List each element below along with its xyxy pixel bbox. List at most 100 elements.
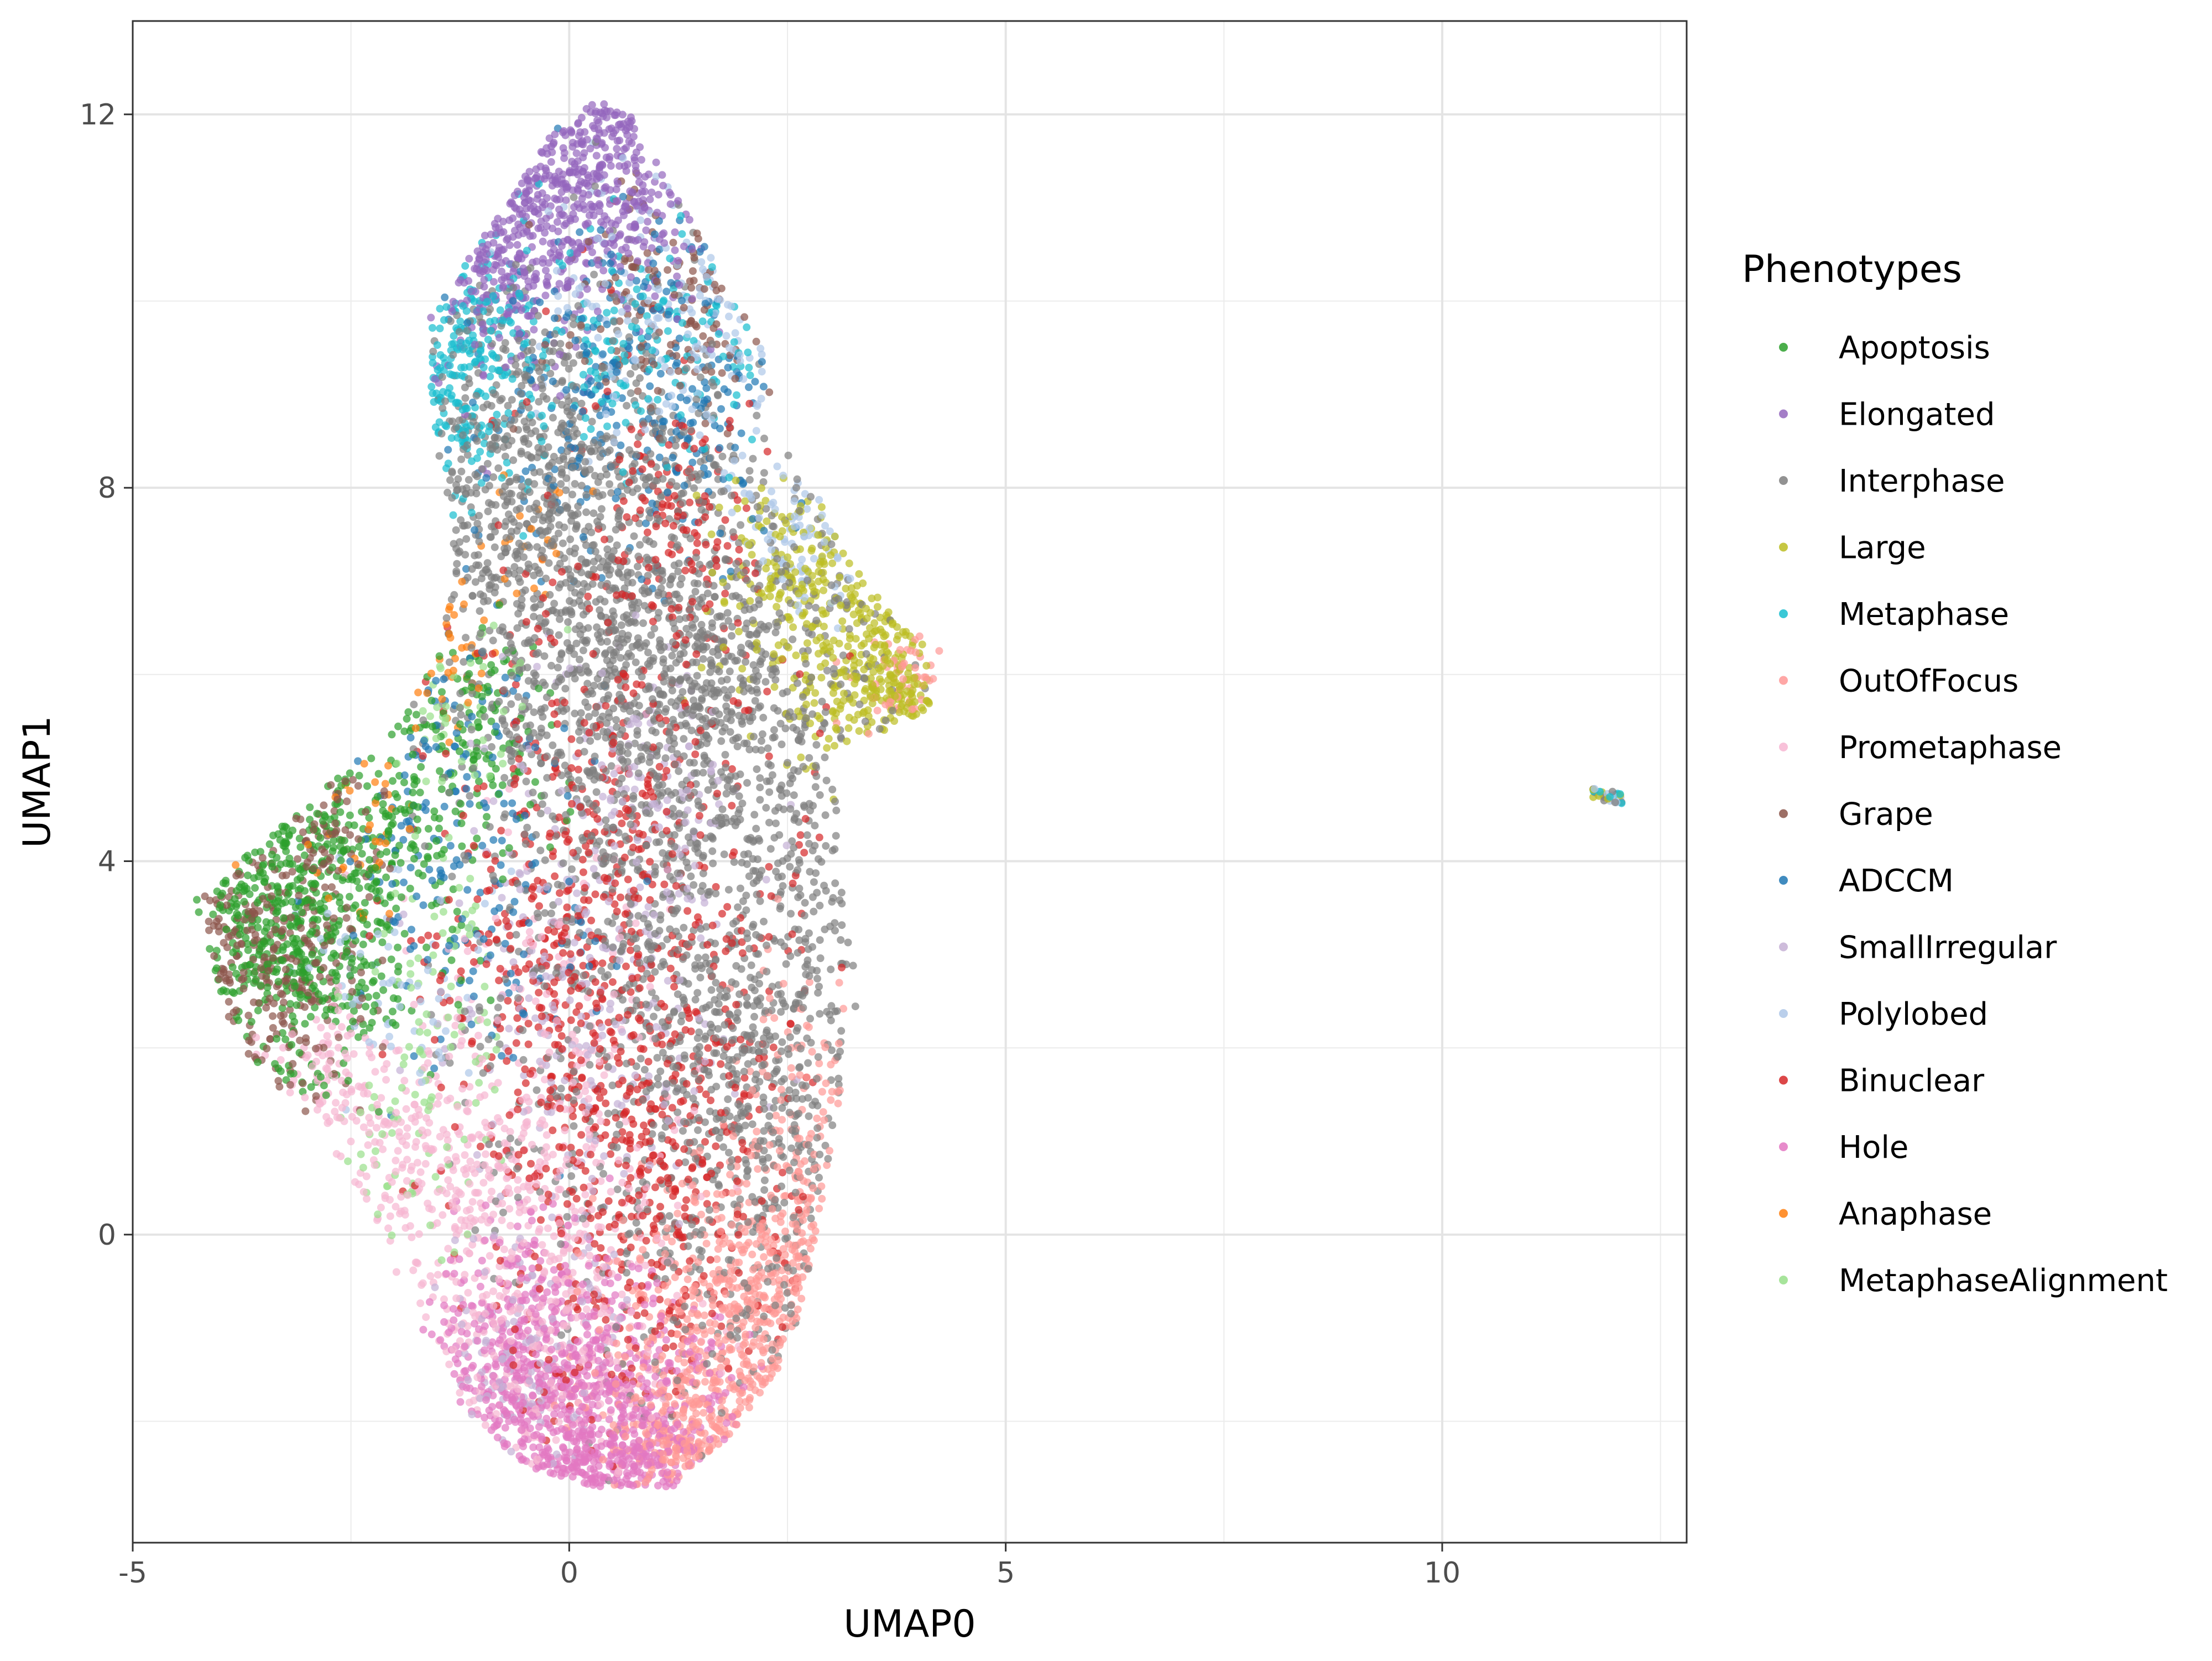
data-point xyxy=(475,1079,483,1087)
data-point xyxy=(451,1370,458,1378)
data-point xyxy=(465,699,472,707)
data-point xyxy=(524,1326,532,1334)
data-point xyxy=(634,563,641,571)
data-point xyxy=(633,1144,641,1152)
data-point xyxy=(816,936,824,944)
data-point xyxy=(447,1256,455,1264)
data-point xyxy=(838,964,846,971)
data-point xyxy=(379,800,387,808)
data-point xyxy=(823,1161,831,1169)
data-point xyxy=(509,215,517,222)
data-point xyxy=(384,831,392,839)
data-point xyxy=(573,1195,581,1203)
data-point xyxy=(699,332,707,340)
data-point xyxy=(588,418,596,426)
data-point xyxy=(625,1324,633,1332)
data-point xyxy=(514,1194,522,1202)
data-point xyxy=(605,1197,613,1205)
data-point xyxy=(531,1015,539,1022)
data-point xyxy=(749,455,757,463)
data-point xyxy=(317,1024,325,1032)
data-point xyxy=(356,772,363,780)
data-point xyxy=(508,800,516,807)
data-point xyxy=(603,422,611,430)
data-point xyxy=(643,1237,650,1245)
data-point xyxy=(406,960,414,968)
data-point xyxy=(497,965,504,973)
data-point xyxy=(728,632,735,640)
data-point xyxy=(700,655,707,663)
data-point xyxy=(602,1100,609,1108)
data-point xyxy=(457,1398,465,1406)
data-point xyxy=(639,181,646,189)
data-point xyxy=(422,1114,430,1122)
data-point xyxy=(785,452,792,459)
data-point xyxy=(718,369,726,377)
data-point xyxy=(782,519,790,527)
data-point xyxy=(790,791,798,799)
data-point xyxy=(420,901,427,909)
data-point xyxy=(525,960,533,968)
data-point xyxy=(409,1266,417,1274)
data-point xyxy=(565,886,572,894)
data-point xyxy=(935,647,943,655)
data-point xyxy=(758,737,765,745)
data-point xyxy=(388,1129,396,1137)
data-point xyxy=(746,597,754,605)
data-point xyxy=(505,510,513,518)
data-point xyxy=(293,1001,300,1009)
data-point xyxy=(708,847,716,855)
data-point xyxy=(398,1084,406,1091)
data-point xyxy=(482,1421,489,1429)
data-point xyxy=(543,990,551,998)
data-point xyxy=(752,825,760,833)
data-point xyxy=(554,218,561,226)
data-point xyxy=(392,1098,399,1105)
data-point xyxy=(445,1361,453,1369)
data-point xyxy=(442,750,450,758)
data-point xyxy=(372,1068,379,1075)
data-point xyxy=(765,1112,773,1120)
data-point xyxy=(394,723,402,730)
data-point xyxy=(549,1001,556,1009)
data-point xyxy=(846,560,853,567)
data-point xyxy=(528,1141,536,1148)
data-point xyxy=(623,402,630,410)
data-point xyxy=(523,247,531,254)
data-point xyxy=(557,1085,565,1093)
data-point xyxy=(561,685,569,692)
data-point xyxy=(517,390,525,398)
data-point xyxy=(533,663,541,671)
data-point xyxy=(427,314,435,321)
data-point xyxy=(823,777,831,785)
data-point xyxy=(391,928,399,936)
data-point xyxy=(726,1346,734,1354)
data-point xyxy=(641,1066,649,1074)
data-point xyxy=(676,335,684,342)
data-point xyxy=(425,825,432,833)
data-point xyxy=(537,1216,545,1224)
data-point xyxy=(813,1115,821,1122)
data-point xyxy=(709,1421,717,1429)
data-point xyxy=(670,1343,677,1350)
data-point xyxy=(723,332,731,339)
data-point xyxy=(514,693,522,701)
data-point xyxy=(525,994,533,1002)
data-point xyxy=(778,740,786,748)
data-point xyxy=(360,1124,368,1131)
data-point xyxy=(362,1002,369,1010)
data-point xyxy=(682,1196,690,1204)
data-point xyxy=(590,271,598,279)
data-point xyxy=(753,1128,760,1136)
data-point xyxy=(707,1256,714,1264)
data-point xyxy=(568,865,576,873)
data-point xyxy=(852,1002,859,1010)
data-point xyxy=(539,800,546,808)
data-point xyxy=(438,688,446,696)
data-point xyxy=(366,893,373,901)
data-point xyxy=(656,1203,664,1210)
data-point xyxy=(289,1012,296,1020)
data-point xyxy=(453,560,461,568)
data-point xyxy=(572,343,580,351)
